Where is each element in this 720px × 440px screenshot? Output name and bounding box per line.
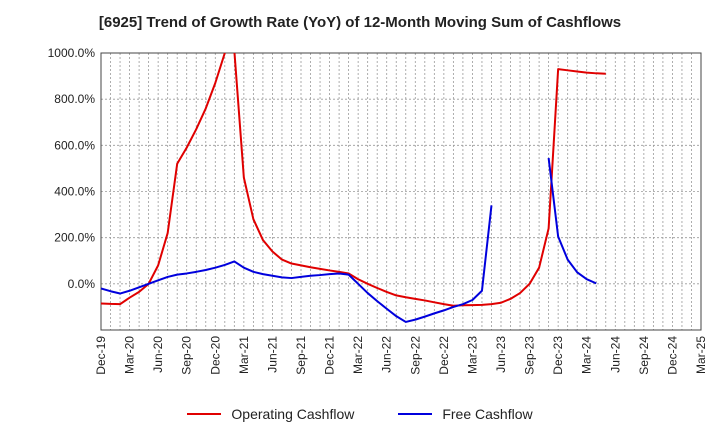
x-tick-label: Sep-24: [637, 336, 651, 375]
x-tick-label: Mar-22: [351, 336, 365, 374]
x-tick-label: Mar-20: [123, 336, 137, 374]
grid-lines: [100, 52, 702, 330]
legend-label-operating: Operating Cashflow: [231, 406, 355, 422]
y-tick-label: 600.0%: [54, 138, 95, 152]
x-tick-label: Dec-22: [437, 336, 451, 375]
x-tick-label: Jun-20: [151, 336, 165, 373]
free-swatch: [398, 413, 433, 415]
x-tick-label: Dec-19: [94, 336, 108, 375]
legend-label-free: Free Cashflow: [442, 406, 533, 422]
legend-item-free: Free Cashflow: [398, 406, 533, 422]
x-tick-label: Mar-23: [465, 336, 479, 374]
y-tick-label: 0.0%: [68, 277, 96, 291]
legend: Operating Cashflow Free Cashflow: [0, 406, 720, 422]
x-tick-label: Sep-23: [523, 336, 537, 375]
x-tick-label: Jun-21: [265, 336, 279, 373]
series-lines: [101, 53, 606, 323]
x-tick-label: Mar-24: [580, 336, 594, 374]
y-tick-label: 400.0%: [54, 185, 95, 199]
x-tick-label: Sep-20: [180, 336, 194, 375]
series-line-free-cashflow: [101, 157, 597, 323]
x-tick-label: Mar-21: [237, 336, 251, 374]
y-tick-label: 200.0%: [54, 231, 95, 245]
legend-item-operating: Operating Cashflow: [187, 406, 354, 422]
x-tick-label: Sep-21: [294, 336, 308, 375]
chart-title: [6925] Trend of Growth Rate (YoY) of 12-…: [98, 14, 622, 31]
plot-frame: [100, 52, 702, 331]
y-tick-label: 800.0%: [54, 92, 95, 106]
x-tick-label: Jun-22: [380, 336, 394, 373]
x-tick-label: Dec-24: [665, 336, 679, 375]
x-axis-ticks: Dec-19 Mar-20 Jun-20 Sep-20 Dec-20 Mar-21 Jun-…: [94, 336, 708, 375]
x-tick-label: Dec-23: [551, 336, 565, 375]
series-line-operating-cashflow: [101, 53, 606, 307]
x-tick-label: Jun-23: [494, 336, 508, 373]
x-tick-label: Dec-21: [323, 336, 337, 375]
x-tick-label: Sep-22: [408, 336, 422, 375]
x-tick-label: Dec-20: [208, 336, 222, 375]
y-axis-ticks: 0.0% 200.0% 400.0% 600.0% 800.0% 1000.0%: [48, 46, 96, 291]
y-tick-label: 1000.0%: [48, 46, 96, 60]
operating-swatch: [187, 413, 222, 415]
x-tick-label: Mar-25: [694, 336, 708, 374]
x-tick-label: Jun-24: [608, 336, 622, 373]
